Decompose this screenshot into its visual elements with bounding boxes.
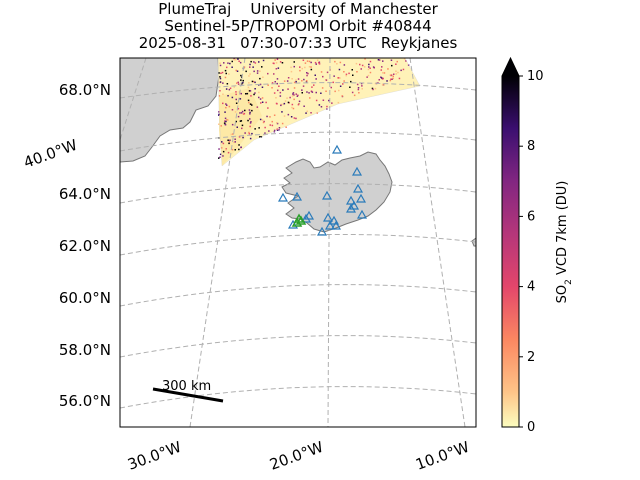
station-marker	[356, 209, 368, 219]
lat-labels: 68.0°N 64.0°N 62.0°N 60.0°N 58.0°N 56.0°…	[59, 81, 111, 410]
title-line-2: Sentinel-5P/TROPOMI Orbit #40844	[164, 17, 432, 35]
station-marker	[321, 190, 333, 200]
colorbar-tick-label: 10	[527, 69, 544, 84]
vent-markers	[291, 213, 307, 227]
title-line-1: PlumeTraj University of Manchester	[158, 0, 438, 18]
station-marker	[324, 220, 336, 230]
colorbar-tick-label: 0	[527, 420, 535, 435]
colorbar: 0 2 4 6 8 10 SO2 VCD 7km (DU)	[501, 56, 574, 435]
scale-bar-label: 300 km	[162, 379, 211, 394]
lon-label-30w: 30.0°W	[125, 438, 184, 474]
station-marker	[352, 183, 364, 193]
lat-label-62: 62.0°N	[59, 237, 111, 255]
station-marker	[351, 166, 363, 176]
station-marker	[300, 213, 312, 223]
colorbar-ticks: 0 2 4 6 8 10	[519, 69, 544, 435]
station-marker	[330, 220, 342, 230]
so2-swath	[217, 58, 421, 167]
greenland-landmass	[120, 58, 220, 163]
lat-label-56: 56.0°N	[59, 392, 111, 410]
map-area	[120, 58, 476, 427]
station-marker	[291, 191, 303, 201]
colorbar-label: SO2 VCD 7km (DU)	[555, 181, 574, 304]
station-marker	[355, 193, 367, 203]
station-marker	[328, 215, 340, 225]
map-frame	[119, 57, 477, 428]
station-marker	[331, 144, 343, 154]
lat-label-64: 64.0°N	[59, 185, 111, 203]
colorbar-tick-label: 2	[527, 350, 535, 365]
title-line-3: 2025-08-31 07:30-07:33 UTC Reykjanes	[138, 34, 458, 52]
colorbar-tick-label: 6	[527, 209, 535, 224]
colorbar-tick-label: 4	[527, 280, 535, 295]
colorbar-tick-label: 8	[527, 139, 535, 154]
graticule	[120, 58, 476, 427]
lon-label-40w: 40.0°W	[21, 136, 80, 172]
lon-label-10w: 10.0°W	[413, 438, 472, 474]
lat-label-58: 58.0°N	[59, 341, 111, 359]
station-marker	[303, 210, 315, 220]
lat-label-60: 60.0°N	[59, 289, 111, 307]
station-marker	[287, 219, 299, 229]
scale-bar	[152, 387, 224, 403]
station-marker	[348, 200, 360, 210]
station-markers	[277, 144, 368, 236]
lon-label-20w: 20.0°W	[267, 438, 326, 474]
station-marker	[322, 212, 334, 222]
station-marker	[277, 192, 289, 202]
lat-label-68: 68.0°N	[59, 81, 111, 99]
station-marker	[316, 226, 328, 236]
